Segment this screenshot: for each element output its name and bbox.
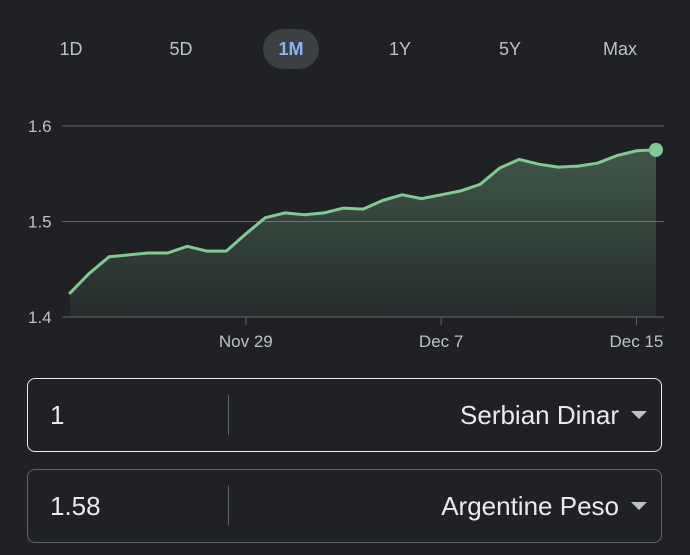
data-point bbox=[595, 161, 599, 165]
to-currency-row: 1.58 Argentine Peso bbox=[27, 469, 662, 543]
to-currency-select[interactable]: Argentine Peso bbox=[441, 490, 619, 521]
data-point bbox=[341, 206, 345, 210]
y-tick-label: 1.5 bbox=[28, 213, 52, 232]
field-divider bbox=[228, 486, 229, 526]
data-point bbox=[478, 182, 482, 186]
dropdown-arrow-icon[interactable] bbox=[631, 502, 647, 510]
tab-1m[interactable]: 1M bbox=[263, 29, 319, 69]
current-value-dot bbox=[649, 142, 663, 157]
tab-5y[interactable]: 5Y bbox=[498, 38, 522, 59]
data-point bbox=[224, 249, 228, 253]
series-line bbox=[68, 148, 658, 295]
data-point bbox=[68, 291, 72, 295]
data-point bbox=[244, 232, 248, 236]
x-tick-label: Dec 15 bbox=[610, 332, 664, 351]
data-point bbox=[576, 164, 580, 168]
data-point bbox=[107, 255, 111, 259]
tab-1y[interactable]: 1Y bbox=[388, 38, 412, 59]
data-point bbox=[302, 213, 306, 217]
data-point bbox=[322, 211, 326, 215]
data-point bbox=[146, 251, 150, 255]
data-point bbox=[439, 193, 443, 197]
data-point bbox=[283, 211, 287, 215]
data-point bbox=[205, 249, 209, 253]
data-point bbox=[420, 197, 424, 201]
area-fill bbox=[70, 149, 656, 317]
tab-1d[interactable]: 1D bbox=[59, 38, 83, 59]
from-amount-input[interactable]: 1 bbox=[50, 399, 65, 430]
y-tick-label: 1.4 bbox=[28, 308, 52, 327]
data-point bbox=[537, 162, 541, 166]
data-point bbox=[498, 166, 502, 170]
data-point bbox=[400, 193, 404, 197]
data-point bbox=[127, 253, 131, 257]
data-point bbox=[263, 216, 267, 220]
field-divider bbox=[228, 395, 229, 435]
x-tick-label: Dec 7 bbox=[419, 332, 463, 351]
data-point bbox=[556, 165, 560, 169]
from-currency-select[interactable]: Serbian Dinar bbox=[460, 399, 619, 430]
data-point bbox=[459, 189, 463, 193]
data-point bbox=[88, 271, 92, 275]
data-point bbox=[361, 207, 365, 211]
to-amount-input[interactable]: 1.58 bbox=[50, 490, 101, 521]
tab-5d[interactable]: 5D bbox=[169, 38, 193, 59]
data-point bbox=[185, 244, 189, 248]
tab-max[interactable]: Max bbox=[602, 38, 637, 59]
from-currency-row: 1 Serbian Dinar bbox=[27, 378, 662, 452]
x-tick-label: Nov 29 bbox=[219, 332, 273, 351]
data-point bbox=[634, 149, 638, 153]
exchange-rate-chart[interactable]: 1.6 1.5 1.4 Nov 29 Dec 7 Dec 15 bbox=[0, 100, 690, 360]
data-point bbox=[166, 251, 170, 255]
data-point bbox=[615, 154, 619, 158]
data-point bbox=[381, 198, 385, 202]
dropdown-arrow-icon[interactable] bbox=[631, 411, 647, 419]
time-range-tabs: 1D 5D 1M 1Y 5Y Max bbox=[0, 29, 690, 69]
y-tick-label: 1.6 bbox=[28, 117, 52, 136]
data-point bbox=[517, 157, 521, 161]
